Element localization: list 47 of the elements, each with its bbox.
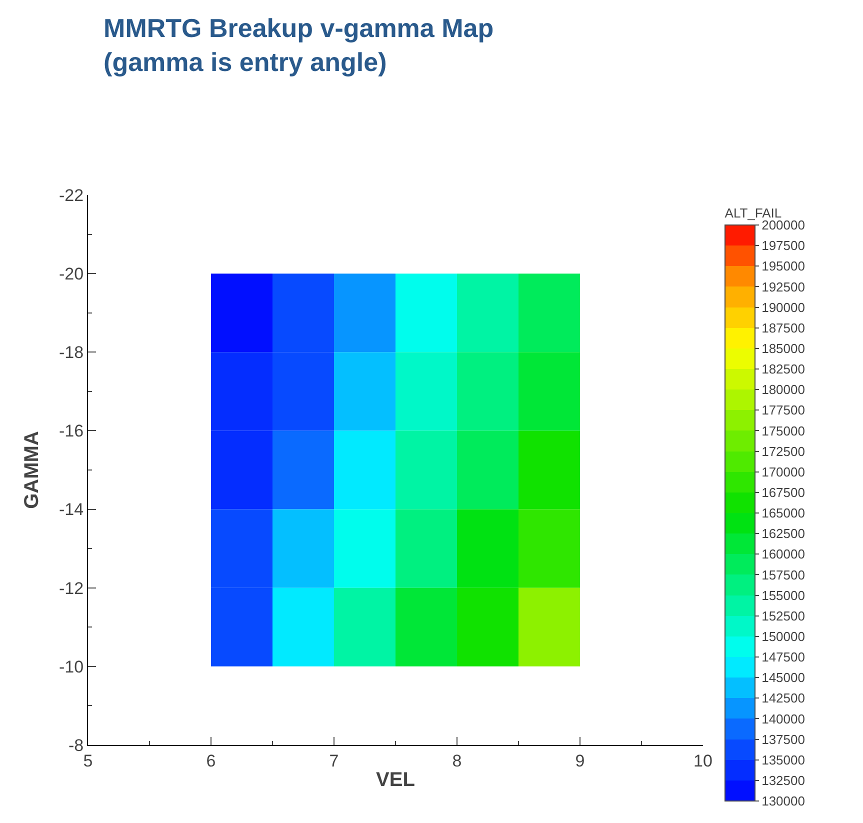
y-tick-label: -20 xyxy=(59,264,84,284)
color-bar-label: 200000 xyxy=(762,218,805,233)
color-bar-label: 150000 xyxy=(762,628,805,644)
color-bar-label: 172500 xyxy=(762,444,805,459)
color-bar-label: 192500 xyxy=(762,279,805,294)
color-bar-label: 145000 xyxy=(762,670,805,686)
y-tick-label: -16 xyxy=(59,422,84,441)
y-tick-label: -10 xyxy=(59,657,84,676)
color-bar-label: 182500 xyxy=(762,362,805,377)
color-bar-label: 132500 xyxy=(762,772,805,788)
y-tick-label: -18 xyxy=(59,343,84,362)
color-bar-label: 165000 xyxy=(762,506,805,521)
y-tick-label: -8 xyxy=(68,736,84,755)
color-bar-label: 175000 xyxy=(762,423,805,438)
color-bar-label: 187500 xyxy=(762,320,805,336)
y-tick-label: -22 xyxy=(59,186,84,205)
x-tick-label: 9 xyxy=(575,751,585,770)
color-bar-label: 140000 xyxy=(762,711,805,726)
color-bar-label: 135000 xyxy=(762,752,805,768)
x-tick-label: 7 xyxy=(329,751,339,770)
x-tick-label: 5 xyxy=(83,751,93,770)
color-bar-label: 180000 xyxy=(762,382,805,398)
color-bar-label: 190000 xyxy=(762,300,805,315)
x-axis-title: VEL xyxy=(376,768,415,791)
color-bar-label: 160000 xyxy=(762,546,805,562)
color-bar-label: 147500 xyxy=(762,650,805,665)
color-bar-label: 177500 xyxy=(762,402,805,418)
color-bar-label: 170000 xyxy=(762,464,805,480)
y-axis-title: GAMMA xyxy=(21,431,43,509)
y-tick-label: -12 xyxy=(59,578,84,598)
color-bar-label: 152500 xyxy=(762,608,805,624)
x-tick-label: 10 xyxy=(694,751,712,770)
color-bar-label: 137500 xyxy=(762,732,805,747)
color-bar-label: 185000 xyxy=(762,340,805,356)
color-bar-label: 157500 xyxy=(762,567,805,582)
color-bar-label: 162500 xyxy=(762,526,805,542)
x-tick-label: 6 xyxy=(206,751,216,770)
color-bar-label: 142500 xyxy=(762,690,805,706)
y-tick-label: -14 xyxy=(59,500,84,520)
color-bar-label: 130000 xyxy=(762,794,805,809)
color-bar-label: 197500 xyxy=(762,238,805,254)
color-bar-label: 195000 xyxy=(762,258,805,274)
color-bar-label: 155000 xyxy=(762,588,805,603)
color-bar-label: 167500 xyxy=(762,484,805,500)
x-tick-label: 8 xyxy=(452,751,462,770)
chart-title: MMRTG Breakup v-gamma Map (gamma is entry angle) xyxy=(104,13,494,77)
color-bar-title: ALT_FAIL xyxy=(724,205,782,220)
